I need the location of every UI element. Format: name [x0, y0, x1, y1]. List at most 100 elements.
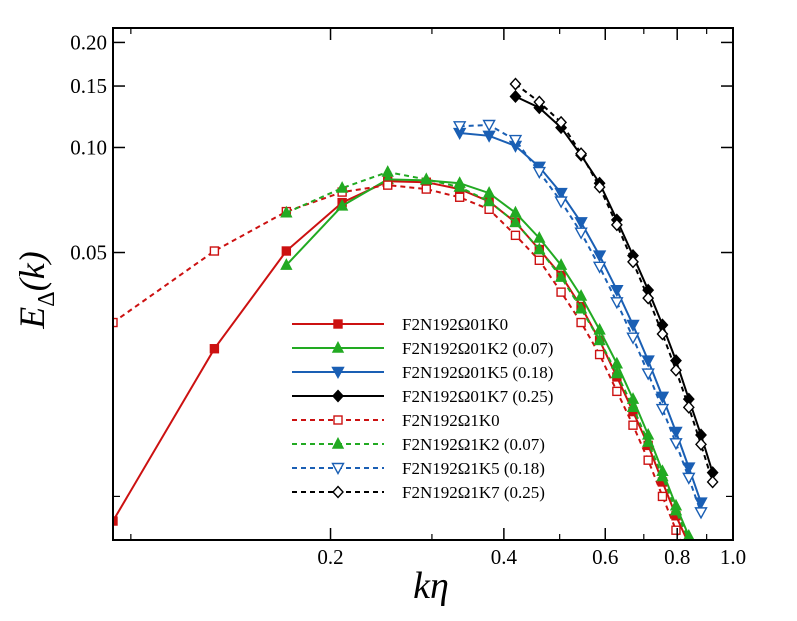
data-point-square — [454, 192, 465, 202]
data-point-square — [510, 230, 521, 241]
x-tick-label: 1.0 — [720, 545, 746, 569]
data-point-diamond — [695, 437, 707, 451]
series-7 — [452, 119, 708, 520]
data-point-triangle-down — [655, 403, 670, 416]
data-point-triangle-up — [642, 435, 655, 447]
x-tick-label: 0.8 — [664, 545, 690, 569]
data-point-triangle-down — [682, 462, 696, 475]
data-point-diamond — [656, 327, 669, 341]
y-tick-label: 0.05 — [70, 241, 107, 265]
data-point-triangle-down — [482, 119, 496, 132]
data-point-diamond — [593, 180, 606, 194]
data-point-square — [628, 420, 638, 430]
legend-label: F2N192Ω01K5 (0.18) — [402, 363, 553, 382]
data-point-triangle-down — [574, 217, 588, 230]
data-point-square — [643, 455, 653, 465]
legend-entry: F2N192Ω01K0 — [292, 315, 508, 334]
data-point-triangle-down — [626, 332, 640, 345]
x-tick-label: 0.6 — [592, 545, 618, 569]
data-point-triangle-down — [669, 426, 683, 439]
data-point-triangle-up — [656, 469, 669, 482]
legend-label: F2N192Ω01K7 (0.25) — [402, 387, 553, 406]
data-point-triangle-up — [554, 270, 568, 282]
legend-entry: F2N192Ω01K2 (0.07) — [292, 339, 553, 358]
x-axis-title: kη — [413, 565, 449, 607]
data-point-diamond — [682, 400, 695, 414]
data-point-triangle-down — [610, 297, 624, 310]
legend-label: F2N192Ω1K0 — [402, 411, 500, 430]
series-6 — [280, 165, 693, 540]
data-point-diamond — [509, 89, 522, 104]
data-point-diamond — [332, 485, 344, 499]
data-point-square — [421, 184, 431, 194]
data-point-triangle-up — [610, 366, 624, 379]
data-point-triangle-up — [280, 258, 293, 270]
y-tick-label: 0.10 — [70, 135, 107, 159]
data-point-square — [612, 386, 622, 397]
series-line — [459, 123, 702, 513]
data-point-triangle-up — [593, 333, 606, 346]
data-point-diamond — [555, 115, 568, 129]
data-point-square — [209, 246, 220, 256]
data-point-square — [484, 204, 494, 215]
legend-label: F2N192Ω01K2 (0.07) — [402, 339, 553, 358]
series-line — [459, 132, 702, 503]
legend-label: F2N192Ω1K7 (0.25) — [402, 483, 545, 502]
legend: F2N192Ω01K0 F2N192Ω01K2 (0.07) F2N192Ω01K5… — [292, 315, 553, 502]
data-point-square — [113, 317, 118, 328]
series-8 — [509, 77, 719, 489]
data-point-triangle-up — [574, 289, 588, 301]
data-point-triangle-down — [574, 227, 588, 240]
legend-entry: F2N192Ω1K0 — [292, 411, 500, 430]
legend-label: F2N192Ω1K5 (0.18) — [402, 459, 545, 478]
data-point-diamond — [670, 363, 682, 377]
data-point-triangle-down — [655, 391, 670, 404]
data-point-square — [534, 255, 545, 265]
legend-entry: F2N192Ω01K5 (0.18) — [292, 363, 553, 382]
data-point-diamond — [610, 218, 623, 232]
legend-label: F2N192Ω01K0 — [402, 315, 508, 334]
y-tick-label: 0.20 — [70, 30, 107, 54]
y-axis-title-base: E — [12, 307, 52, 330]
data-point-diamond — [533, 95, 546, 109]
data-point-triangle-up — [453, 180, 466, 192]
data-point-triangle-up — [335, 181, 349, 193]
data-point-triangle-up — [509, 215, 522, 228]
legend-entry: F2N192Ω1K7 (0.25) — [292, 483, 545, 502]
x-tick-label: 0.2 — [317, 545, 343, 569]
data-point-triangle-down — [331, 366, 345, 379]
data-point-triangle-down — [641, 368, 655, 381]
data-point-triangle-down — [694, 507, 708, 520]
data-point-diamond — [706, 475, 719, 489]
data-point-square — [209, 344, 220, 354]
data-point-triangle-down — [508, 134, 523, 148]
data-point-triangle-down — [452, 121, 467, 134]
tick-layer: 0.2 0.4 0.6 0.8 1.0 0.05 0.10 0.15 0.20 — [70, 28, 746, 569]
data-point-triangle-up — [331, 436, 345, 449]
legend-entry: F2N192Ω1K5 (0.18) — [292, 459, 545, 478]
series-line — [285, 171, 690, 540]
y-axis-title-arg: (k) — [12, 251, 52, 291]
data-point-square — [594, 349, 605, 360]
data-point-triangle-up — [335, 198, 349, 211]
series-3 — [452, 127, 708, 510]
data-point-square — [576, 317, 586, 328]
data-point-triangle-up — [574, 301, 588, 314]
legend-label: F2N192Ω1K2 (0.07) — [402, 435, 545, 454]
data-point-square — [333, 319, 343, 329]
data-point-triangle-up — [482, 194, 496, 207]
data-point-triangle-down — [682, 472, 696, 485]
data-point-triangle-up — [420, 172, 433, 185]
y-axis-title-subscript: Δ — [34, 291, 60, 306]
data-point-triangle-down — [554, 196, 568, 209]
data-point-triangle-up — [626, 400, 640, 413]
data-point-diamond — [509, 77, 522, 91]
data-point-triangle-down — [592, 250, 607, 263]
data-point-triangle-down — [592, 261, 607, 274]
data-point-triangle-down — [626, 319, 640, 332]
data-point-triangle-down — [554, 187, 568, 201]
data-point-triangle-down — [669, 438, 683, 451]
y-tick-label: 0.15 — [70, 74, 107, 98]
data-point-triangle-up — [669, 503, 683, 516]
